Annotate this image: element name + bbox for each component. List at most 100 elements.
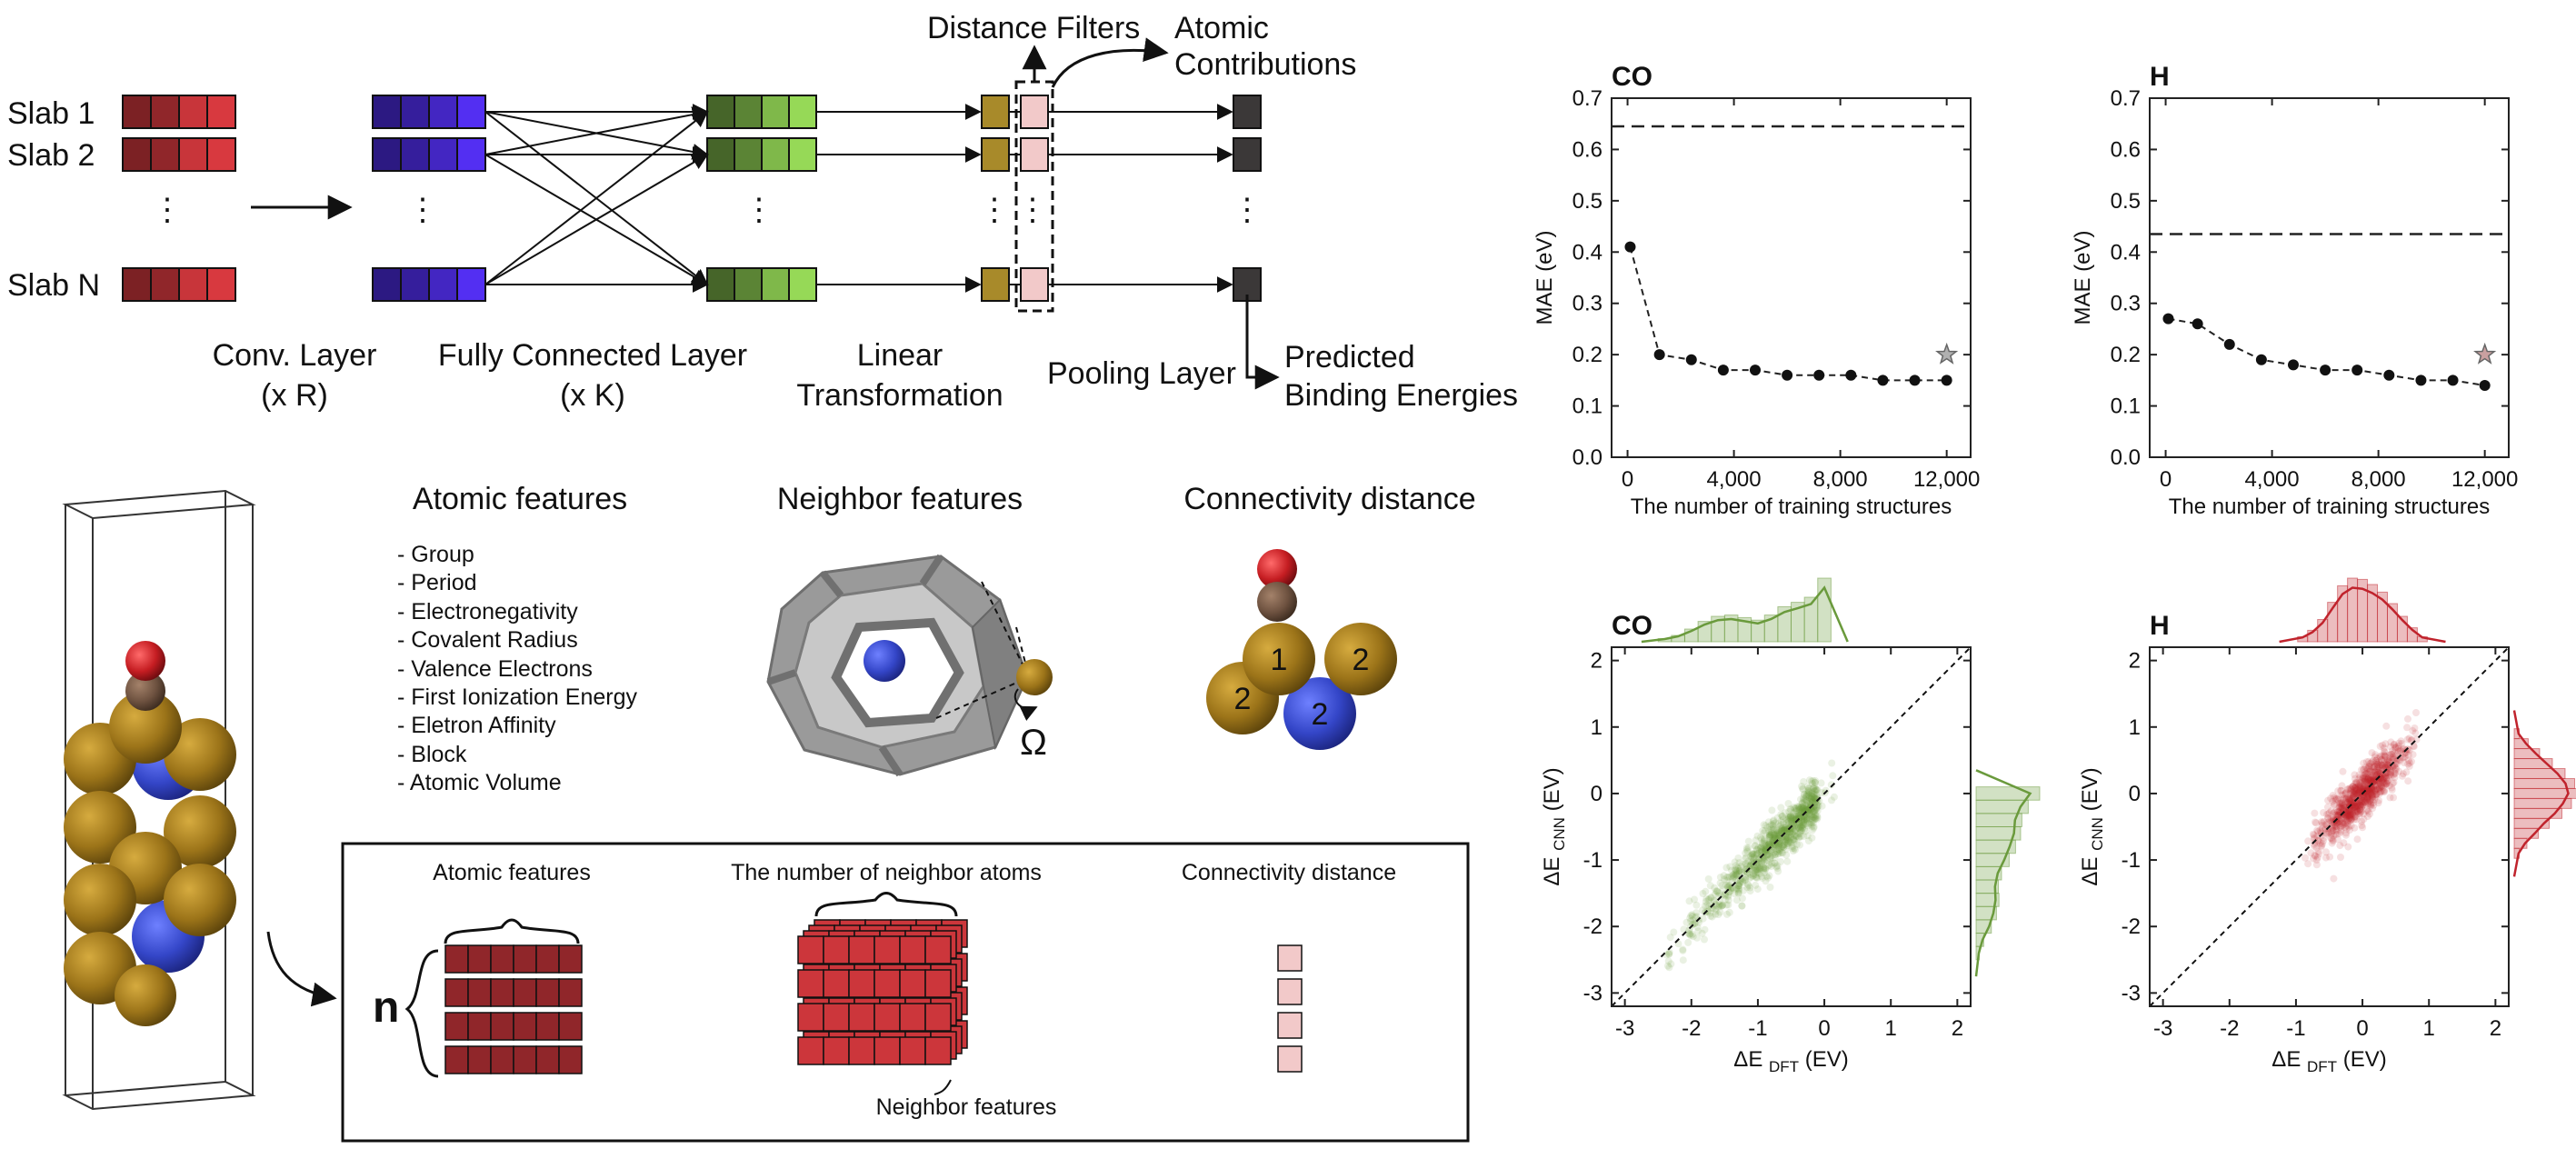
data-point [1808,790,1815,798]
data-point [2371,766,2379,774]
y-tick-label: 0.3 [1573,292,1603,316]
data-point [1718,902,1726,910]
data-point [1734,882,1742,890]
data-point [1765,861,1773,869]
data-point [1778,843,1786,850]
series-line [1629,246,1947,382]
data-point [1804,837,1812,844]
data-point [1744,837,1752,845]
x-tick-label: 4,000 [1707,467,1762,492]
data-point [2372,756,2381,764]
data-point [1746,865,1754,874]
conv-cell [428,267,458,302]
data-point [1765,843,1773,851]
conv-cell [456,137,486,172]
data-point [1718,882,1726,890]
data-point [2363,799,2371,807]
x-tick-label: -3 [2153,1016,2172,1041]
y-tick-label: 0.6 [1573,137,1603,162]
data-point [2348,801,2356,809]
data-point [1786,813,1794,821]
y-tick-label: 0.3 [2111,292,2141,316]
data-point [1721,891,1729,899]
data-point [1761,839,1769,847]
data-point [1770,838,1778,846]
data-point [1701,935,1708,944]
data-point [1812,812,1820,820]
data-point [2370,784,2378,793]
data-point [1806,805,1814,814]
data-point [1785,839,1792,847]
data-point [1759,864,1767,872]
atomic-feature-item: - Eletron Affinity [397,713,556,738]
data-point [2340,806,2347,814]
data-point [1775,845,1783,854]
data-point [2367,785,2375,794]
data-point [1802,804,1811,813]
data-point [1791,804,1799,813]
slab-label-1: Slab 1 [7,96,95,131]
atomic-contributions-label-1: Atomic [1174,11,1269,45]
chart-title: CO [1612,62,1652,92]
data-point [2368,763,2376,771]
data-point [1765,840,1773,848]
data-point [1742,860,1750,868]
predicted-label-1: Predicted [1284,340,1415,375]
data-point [2351,780,2359,788]
x-axis-label: The number of training structures [2169,495,2491,519]
data-point [2378,782,2386,790]
data-point [2367,798,2375,806]
data-point [1802,801,1811,809]
data-point [1845,369,1857,381]
data-point [2337,822,2345,830]
conv-cell [456,95,486,129]
data-point [2331,794,2340,803]
data-point [2371,772,2380,780]
vdots-pool: ⋮ [1232,193,1263,227]
data-point [2404,751,2412,759]
data-point [2380,779,2388,787]
data-point [1808,834,1816,842]
data-point [1792,832,1800,839]
data-point [2351,802,2360,810]
neighbor-feature-cell [848,935,875,964]
conv-cell [372,137,402,172]
data-point [1775,841,1783,849]
data-point [1802,815,1811,824]
data-point [2332,826,2341,834]
distance-filters-label: Distance Filters [927,11,1140,45]
data-point [1763,856,1772,864]
data-point [1665,948,1673,956]
slab-cell [206,137,236,172]
data-point [1741,876,1749,884]
data-point [1752,849,1761,857]
data-point [1804,792,1812,800]
data-point [1772,819,1780,827]
chart-title: H [2150,611,2170,641]
conv-layer-repeat: (x R) [261,378,328,413]
data-point [1786,828,1794,836]
data-point [1800,778,1808,785]
data-point [1771,854,1779,862]
data-point [1761,846,1769,854]
data-point [2379,762,2386,770]
data-point [2371,760,2379,768]
fc-cell [734,95,763,129]
data-point [1724,896,1732,904]
data-point [2337,799,2345,807]
data-point [1805,794,1813,802]
data-point [2371,767,2379,775]
data-point [1792,826,1799,834]
data-point [2371,763,2379,771]
data-point [1794,810,1802,817]
data-point [2352,815,2361,824]
data-point [1746,862,1754,870]
data-point [1750,863,1758,871]
data-point [1810,814,1818,822]
data-point [2335,803,2343,811]
data-point [1732,866,1740,874]
data-point [1717,365,1729,376]
data-point [1734,885,1742,894]
data-point [2365,763,2373,771]
data-point [1786,804,1794,813]
